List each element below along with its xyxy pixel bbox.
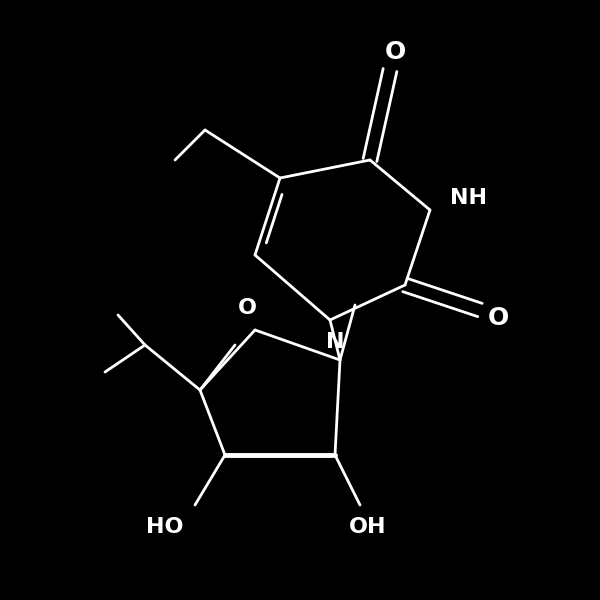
Text: OH: OH [349, 517, 387, 537]
Text: N: N [326, 332, 344, 352]
Text: NH: NH [449, 188, 487, 208]
Text: O: O [487, 306, 509, 330]
Text: HO: HO [146, 517, 184, 537]
Text: O: O [385, 40, 406, 64]
Text: O: O [238, 298, 257, 318]
